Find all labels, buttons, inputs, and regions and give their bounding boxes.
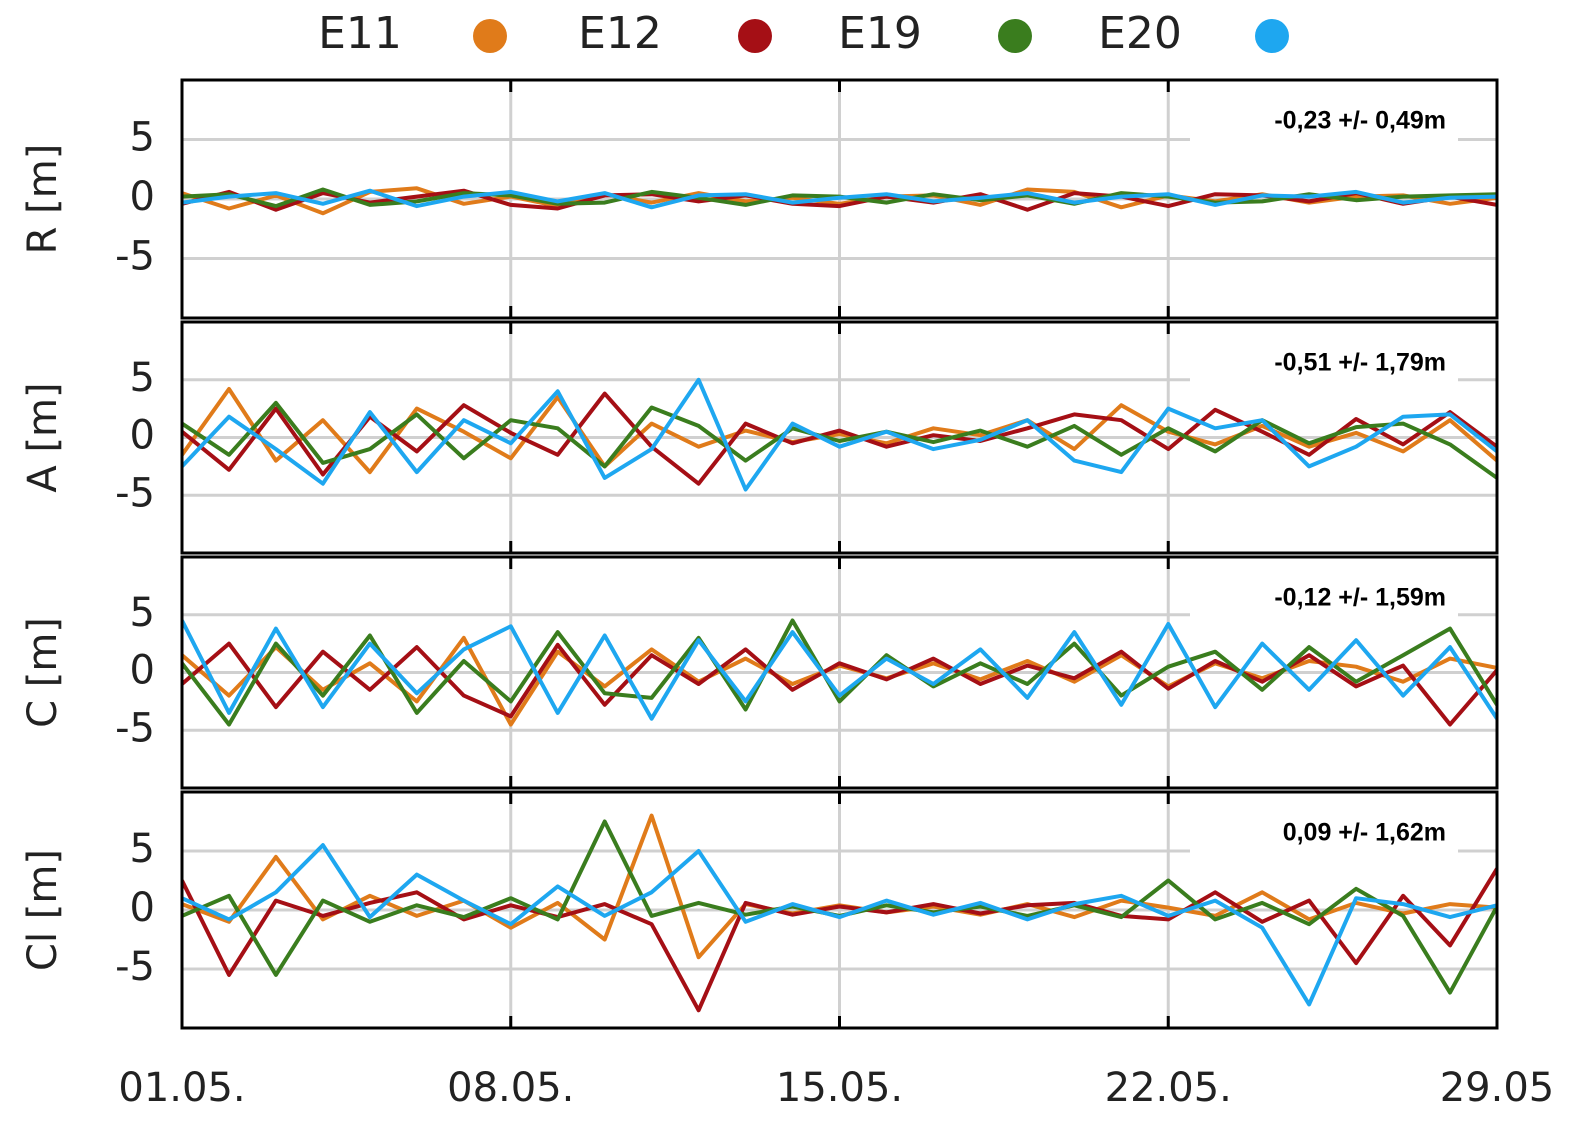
data-line xyxy=(182,618,1497,727)
y-axis-label: Cl [m] xyxy=(20,849,66,971)
y-tick-label: 5 xyxy=(130,355,155,401)
legend-marker xyxy=(738,19,772,53)
annotation: -0,51 +/- 1,79m xyxy=(1274,349,1446,377)
legend-label: E20 xyxy=(1098,8,1182,59)
y-axis-label: R [m] xyxy=(20,144,66,255)
data-line xyxy=(182,188,1497,210)
annotation-bg xyxy=(1190,575,1458,623)
data-line xyxy=(182,400,1497,480)
plot-area xyxy=(182,618,1497,727)
legend-label: E19 xyxy=(838,8,922,59)
x-tick-label: 08.05. xyxy=(447,1065,574,1111)
data-line xyxy=(182,619,1497,721)
data-line xyxy=(182,867,1497,1013)
legend-label: E11 xyxy=(318,8,402,59)
plot-area xyxy=(182,813,1497,1013)
y-tick-label: -5 xyxy=(115,944,155,990)
plot-area xyxy=(182,377,1497,492)
y-tick-label: -5 xyxy=(115,234,155,280)
legend-marker xyxy=(1255,19,1289,53)
legend-label: E12 xyxy=(578,8,662,59)
x-tick-label: 15.05. xyxy=(776,1065,903,1111)
data-line xyxy=(182,843,1497,1007)
annotation-bg xyxy=(1190,98,1458,146)
y-tick-label: 0 xyxy=(130,648,155,694)
data-line xyxy=(182,391,1497,486)
legend-marker xyxy=(473,19,507,53)
annotation: -0,23 +/- 0,49m xyxy=(1274,107,1446,135)
legend-marker xyxy=(998,19,1032,53)
y-tick-label: -5 xyxy=(115,705,155,751)
data-line xyxy=(182,377,1497,492)
y-tick-label: 5 xyxy=(130,590,155,636)
plot-frame xyxy=(180,78,1499,320)
y-tick-label: 5 xyxy=(130,115,155,161)
annotation: -0,12 +/- 1,59m xyxy=(1274,584,1446,612)
y-tick-label: 0 xyxy=(130,174,155,220)
plot-area xyxy=(182,186,1497,216)
plot-frame xyxy=(180,320,1499,555)
x-tick-label: 29.05 xyxy=(1440,1065,1555,1111)
annotation-bg xyxy=(1190,810,1458,858)
y-axis-label: A [m] xyxy=(20,382,66,492)
annotation: 0,09 +/- 1,62m xyxy=(1283,819,1446,847)
plot-frame xyxy=(180,555,1499,790)
y-tick-label: 0 xyxy=(130,413,155,459)
y-tick-label: 5 xyxy=(130,826,155,872)
y-axis-label: C [m] xyxy=(20,617,66,728)
y-tick-label: 0 xyxy=(130,885,155,931)
y-tick-label: -5 xyxy=(115,470,155,516)
plot-frame xyxy=(180,790,1499,1030)
annotation-bg xyxy=(1190,340,1458,388)
x-tick-label: 22.05. xyxy=(1105,1065,1232,1111)
x-tick-label: 01.05. xyxy=(118,1065,245,1111)
